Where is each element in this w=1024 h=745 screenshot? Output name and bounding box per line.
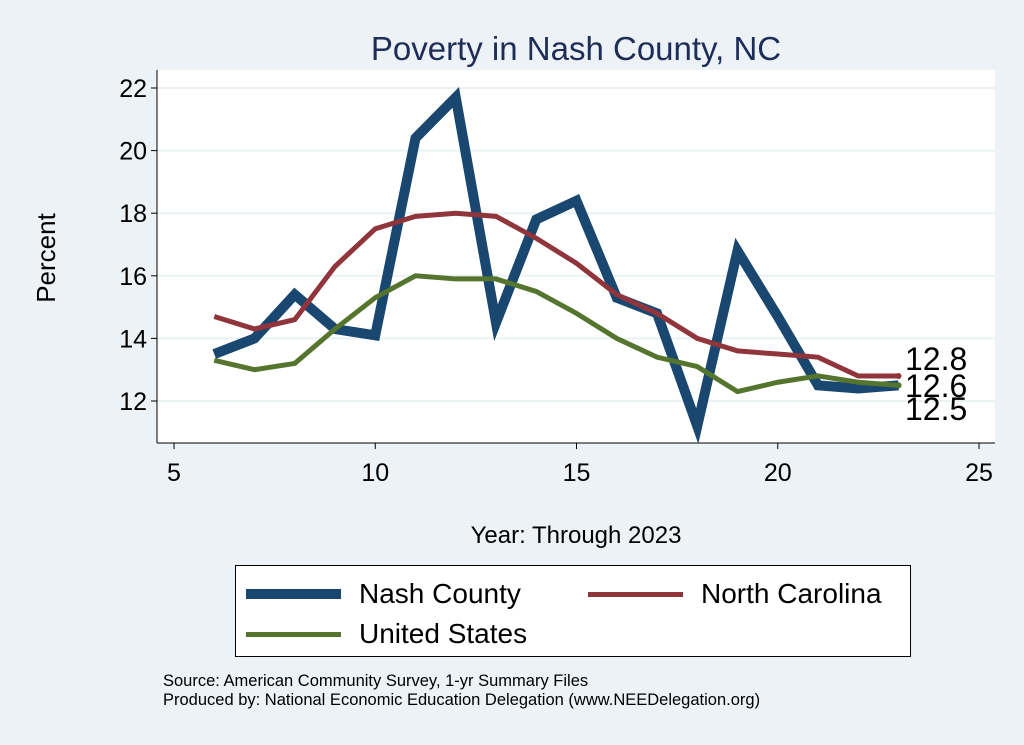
- series-end-point-united-states: [895, 382, 902, 389]
- source-note: Source: American Community Survey, 1-yr …: [163, 672, 760, 710]
- series-end-point-north-carolina: [895, 372, 902, 379]
- x-tick-label-20: 20: [764, 459, 792, 487]
- legend-item-nash-county: Nash County: [246, 578, 521, 610]
- y-axis-ticks: 12 14 16 18 20 22: [119, 75, 157, 416]
- y-tick-label-12: 12: [119, 388, 147, 416]
- y-tick-label-20: 20: [119, 138, 147, 166]
- x-tick-label-5: 5: [167, 459, 181, 487]
- x-tick-label-25: 25: [965, 459, 993, 487]
- end-label-2: 12.5: [905, 391, 967, 427]
- gridlines: [157, 87, 995, 402]
- y-tick-label-14: 14: [119, 325, 147, 353]
- end-value-labels: 12.812.612.5: [905, 341, 967, 427]
- legend-item-north-carolina: North Carolina: [588, 578, 882, 610]
- x-tick-label-10: 10: [361, 459, 389, 487]
- producer-line: Produced by: National Economic Education…: [163, 691, 761, 709]
- x-axis-label: Year: Through 2023: [471, 522, 682, 549]
- y-axis-label: Percent: [31, 212, 61, 302]
- x-axis-ticks: 5 10 15 20 25: [167, 443, 993, 487]
- chart-legend: Nash County North Carolina United States: [235, 565, 911, 657]
- legend-label-nash-county: Nash County: [359, 578, 521, 609]
- legend-label-united-states: United States: [359, 618, 528, 649]
- y-tick-label-18: 18: [119, 200, 147, 228]
- series-line-north-carolina: [213, 210, 899, 379]
- poverty-line-chart: 12 14 16 18 20 22 5 10 15 20 25 12.812.612.5 Pove…: [31, 30, 995, 549]
- x-tick-label-15: 15: [563, 459, 591, 487]
- series-line-nash-county: [212, 87, 899, 444]
- y-tick-label-22: 22: [119, 75, 147, 103]
- legend-swatch-united-states: [246, 631, 341, 637]
- legend-swatch-north-carolina: [588, 591, 683, 597]
- legend-item-united-states: United States: [246, 618, 527, 650]
- chart-title: Poverty in Nash County, NC: [371, 30, 781, 67]
- legend-swatch-nash-county: [246, 589, 341, 599]
- end-label-0: 12.8: [905, 341, 967, 377]
- legend-label-north-carolina: North Carolina: [701, 578, 882, 609]
- source-line: Source: American Community Survey, 1-yr …: [163, 672, 589, 690]
- y-tick-label-16: 16: [119, 263, 147, 291]
- series-lines: [212, 87, 902, 444]
- end-label-1: 12.6: [905, 368, 967, 404]
- series-line-united-states: [213, 273, 899, 395]
